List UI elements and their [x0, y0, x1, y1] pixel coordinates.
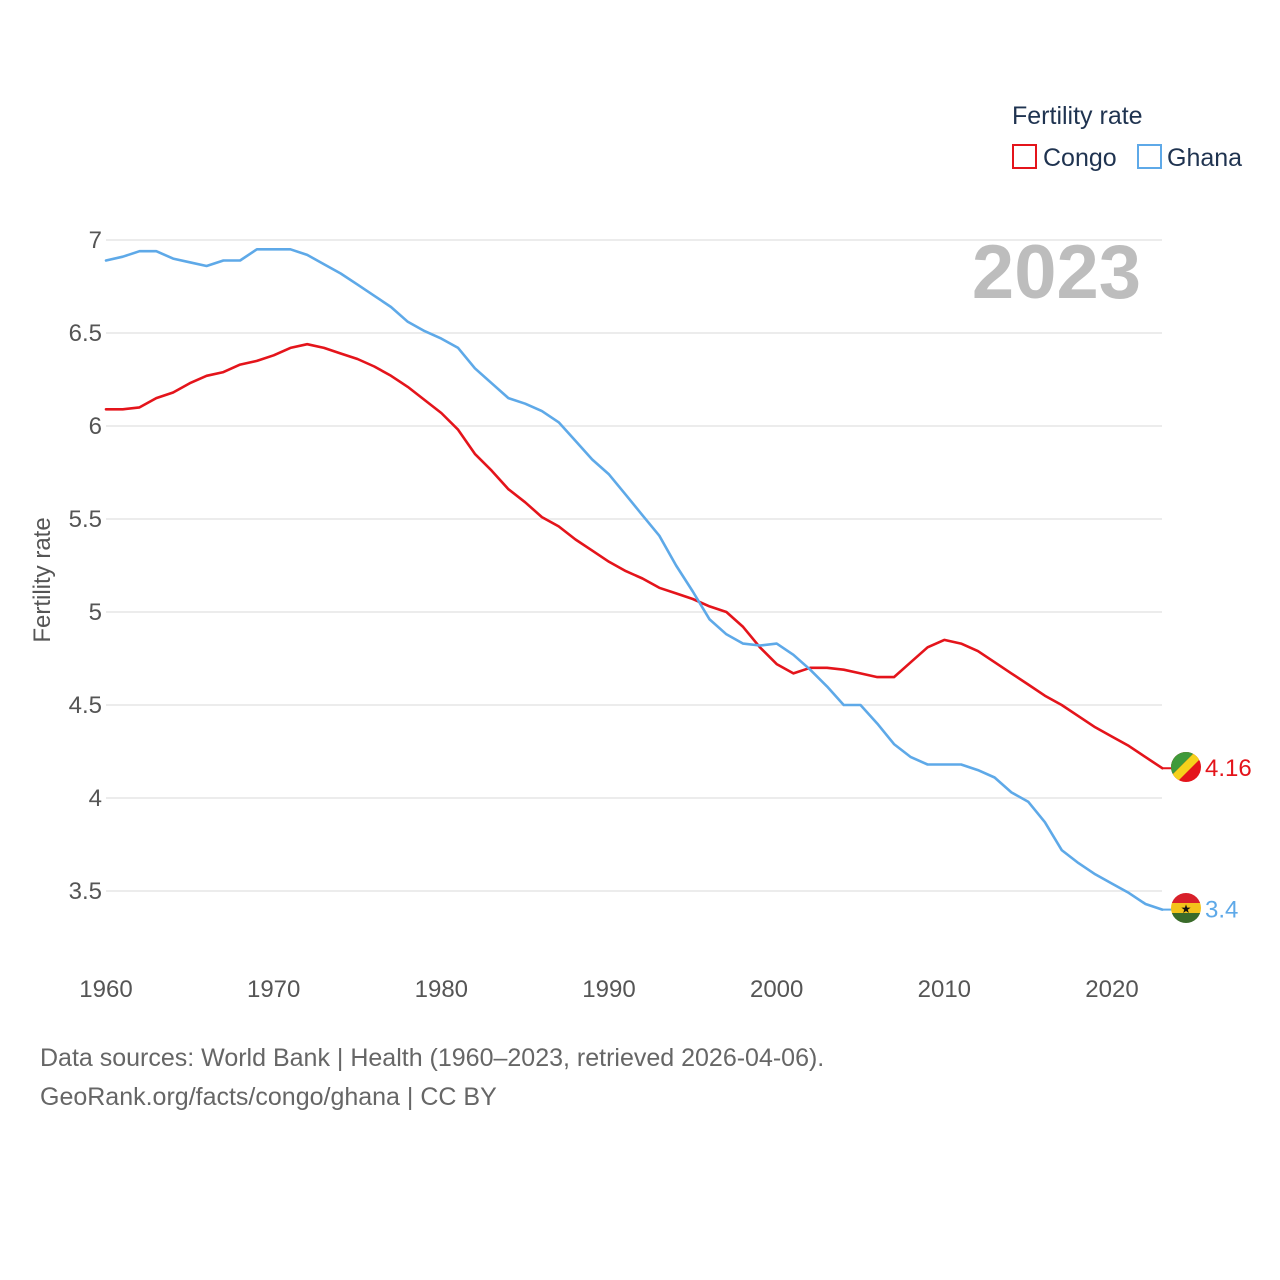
series-line-congo — [104, 342, 1164, 770]
x-tick-label: 2000 — [750, 976, 803, 1003]
grid — [106, 239, 1162, 892]
y-tick-label: 5 — [89, 599, 102, 626]
ghana-flag-star: ★ — [1181, 902, 1192, 916]
y-tick-label: 4.5 — [69, 692, 102, 719]
legend-swatch-ghana — [1137, 144, 1162, 169]
legend-label-ghana: Ghana — [1167, 144, 1242, 172]
footer-credit: GeoRank.org/facts/congo/ghana | CC BY — [40, 1083, 497, 1111]
year-label: 2023 — [972, 230, 1141, 315]
x-tick-label: 1980 — [415, 976, 468, 1003]
x-axis-ticks: 1960 1970 1980 1990 2000 2010 2020 — [79, 976, 1138, 1003]
legend[interactable]: Fertility rate Congo Ghana — [1012, 102, 1242, 172]
y-tick-label: 6 — [89, 413, 102, 440]
y-tick-label: 5.5 — [69, 506, 102, 533]
series-line-ghana — [104, 248, 1164, 911]
x-tick-label: 1970 — [247, 976, 300, 1003]
y-axis-ticks: 3.5 4 4.5 5 5.5 6 6.5 7 — [69, 227, 102, 905]
fertility-chart: 3.5 4 4.5 5 5.5 6 6.5 7 1960 1970 1980 1990 2000 201… — [29, 102, 1252, 1003]
congo-flag-icon — [1171, 752, 1201, 782]
ghana-flag-icon: ★ — [1171, 893, 1201, 923]
legend-title: Fertility rate — [1012, 102, 1143, 130]
end-value-label-congo: 4.16 — [1205, 755, 1252, 782]
series: 4.16 3.4 — [104, 248, 1252, 924]
x-tick-label: 1990 — [582, 976, 635, 1003]
x-tick-label: 2020 — [1085, 976, 1138, 1003]
legend-item-congo[interactable]: Congo — [1012, 144, 1117, 172]
y-tick-label: 6.5 — [69, 320, 102, 347]
legend-label-congo: Congo — [1043, 144, 1117, 172]
y-tick-label: 4 — [89, 785, 102, 812]
y-tick-label: 7 — [89, 227, 102, 254]
end-value-label-ghana: 3.4 — [1205, 897, 1238, 924]
x-tick-label: 2010 — [918, 976, 971, 1003]
legend-item-ghana[interactable]: Ghana — [1137, 144, 1242, 172]
y-tick-label: 3.5 — [69, 878, 102, 905]
legend-swatch-congo — [1012, 144, 1037, 169]
footer-sources: Data sources: World Bank | Health (1960–… — [40, 1044, 825, 1072]
x-tick-label: 1960 — [79, 976, 132, 1003]
y-axis-title: Fertility rate — [29, 517, 56, 642]
